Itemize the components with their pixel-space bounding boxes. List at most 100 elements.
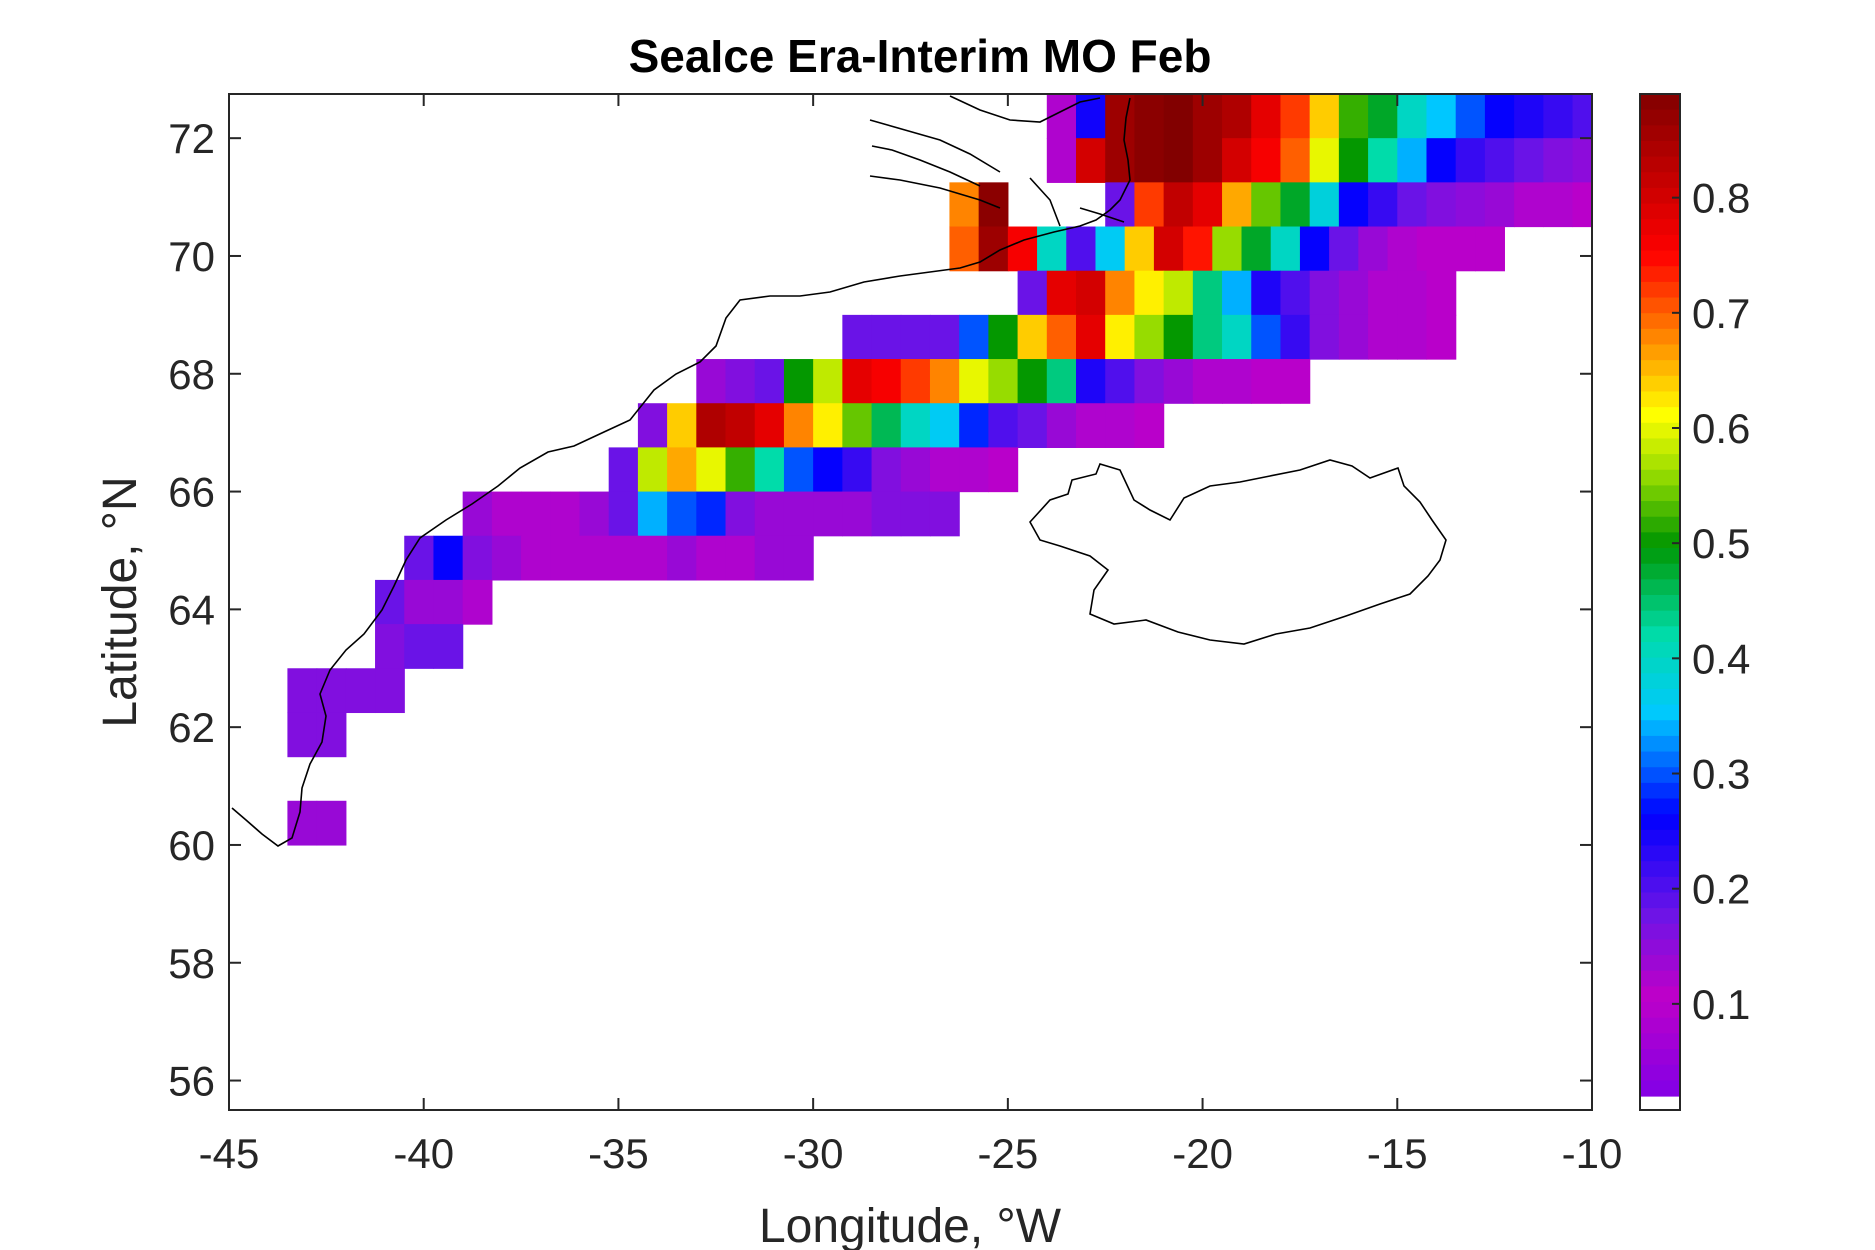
x-axis-label: Longitude, °W	[759, 1200, 1062, 1250]
plot-frame	[228, 93, 1593, 1111]
heatmap-cell	[1280, 314, 1311, 360]
colorbar-tick-label: 0.5	[1692, 520, 1750, 567]
heatmap-cell	[1251, 138, 1282, 183]
heatmap-cell	[1368, 270, 1398, 316]
heatmap-cell	[462, 491, 493, 537]
heatmap-cell	[1416, 226, 1447, 272]
x-tick-label: -25	[978, 1130, 1039, 1177]
heatmap-cell	[1280, 359, 1311, 404]
colorbar-band	[1640, 313, 1680, 330]
heatmap-cell	[375, 624, 405, 669]
heatmap-cell	[1183, 226, 1213, 272]
heatmap-cell	[1514, 94, 1544, 139]
heatmap-cell	[813, 359, 843, 404]
heatmap-cell	[1124, 226, 1155, 272]
heatmap-cell	[1397, 270, 1428, 316]
heatmap-cell	[900, 314, 931, 360]
x-tick-label: -15	[1367, 1130, 1428, 1177]
heatmap-cell	[1105, 182, 1136, 228]
colorbar-band	[1640, 407, 1680, 424]
heatmap-cell	[1222, 138, 1252, 183]
colorbar-band	[1640, 391, 1680, 408]
heatmap-cell	[1163, 270, 1194, 316]
colorbar-tick-label: 0.6	[1692, 405, 1750, 452]
heatmap-cell	[1426, 138, 1457, 183]
colorbar-band	[1640, 532, 1680, 549]
heatmap-cell	[754, 403, 785, 448]
colorbar: 0.1 0.2 0.3 0.4 0.5 0.6 0.7 0.8	[1639, 93, 1750, 1111]
greenland-north-coast	[949, 95, 1101, 123]
heatmap-cell	[696, 535, 727, 581]
colorbar-bands	[1640, 94, 1680, 1097]
heatmap-cell	[316, 800, 347, 846]
heatmap-cell	[667, 491, 697, 537]
heatmap-cell	[696, 447, 727, 493]
heatmap-cell	[1076, 94, 1106, 139]
heatmap-cell	[1397, 182, 1428, 228]
colorbar-band	[1640, 641, 1680, 659]
heatmap-cell	[1134, 403, 1165, 448]
colorbar-band	[1640, 1064, 1680, 1081]
heatmap-cell	[959, 447, 989, 493]
heatmap-cell	[433, 579, 464, 625]
colorbar-frame	[1639, 93, 1681, 1111]
colorbar-band	[1640, 485, 1680, 502]
heatmap-cell	[725, 359, 756, 404]
heatmap-cell	[1046, 270, 1077, 316]
y-tick-label: 66	[168, 469, 215, 516]
heatmap-cell	[842, 491, 873, 537]
heatmap-cell	[608, 491, 639, 537]
greenland-coastline	[231, 97, 1131, 847]
heatmap-cell	[1105, 94, 1136, 139]
greenland-fjord-5	[1079, 207, 1125, 223]
colorbar-band	[1640, 297, 1680, 314]
colorbar-band	[1640, 501, 1680, 518]
heatmap-cell	[696, 403, 727, 448]
heatmap-cell	[1037, 226, 1067, 272]
heatmap-cell	[988, 314, 1019, 360]
heatmap-cell	[1455, 94, 1486, 139]
heatmap-cell	[1358, 226, 1389, 272]
heatmap-cell	[842, 359, 873, 404]
heatmap-cell	[375, 668, 405, 714]
colorbar-band	[1640, 1080, 1680, 1097]
heatmap-cell	[1368, 94, 1398, 139]
colorbar-band	[1640, 782, 1680, 800]
chart-title: SeaIce Era-Interim MO Feb	[629, 30, 1212, 82]
heatmap-cell	[1222, 94, 1252, 139]
greenland-fjord-1	[869, 175, 1001, 209]
x-tick-label: -35	[588, 1130, 649, 1177]
heatmap-cell	[579, 535, 610, 581]
colorbar-tick-label: 0.2	[1692, 866, 1750, 913]
heatmap-cell	[1076, 138, 1106, 183]
y-tick-label: 60	[168, 822, 215, 869]
colorbar-band	[1640, 1002, 1680, 1019]
heatmap-cell	[1309, 314, 1340, 360]
colorbar-band	[1640, 1049, 1680, 1066]
heatmap-cell	[1484, 182, 1515, 228]
heatmap-cell	[959, 403, 989, 448]
colorbar-band	[1640, 861, 1680, 878]
heatmap-cell	[1105, 359, 1136, 404]
heatmap-cell	[579, 491, 610, 537]
heatmap-cell	[949, 182, 980, 228]
heatmap-cell	[1241, 226, 1272, 272]
heatmap-cell	[1251, 314, 1282, 360]
colorbar-band	[1640, 219, 1680, 236]
heatmap-cell	[404, 579, 435, 625]
heatmap-cell	[1338, 182, 1369, 228]
y-tick-label: 68	[168, 351, 215, 398]
colorbar-band	[1640, 234, 1680, 252]
heatmap-cell	[871, 491, 902, 537]
heatmap-cell	[1543, 182, 1574, 228]
heatmap-cell	[1368, 314, 1398, 360]
heatmap-cell	[1572, 94, 1593, 139]
heatmap-cell	[959, 359, 989, 404]
greenland-fjord-2	[871, 145, 981, 187]
heatmap-cell	[1066, 226, 1097, 272]
heatmap-cell	[1212, 226, 1243, 272]
heatmap-cell	[1387, 226, 1418, 272]
colorbar-band	[1640, 422, 1680, 440]
colorbar-band	[1640, 892, 1680, 909]
heatmap-cell	[1007, 226, 1038, 272]
